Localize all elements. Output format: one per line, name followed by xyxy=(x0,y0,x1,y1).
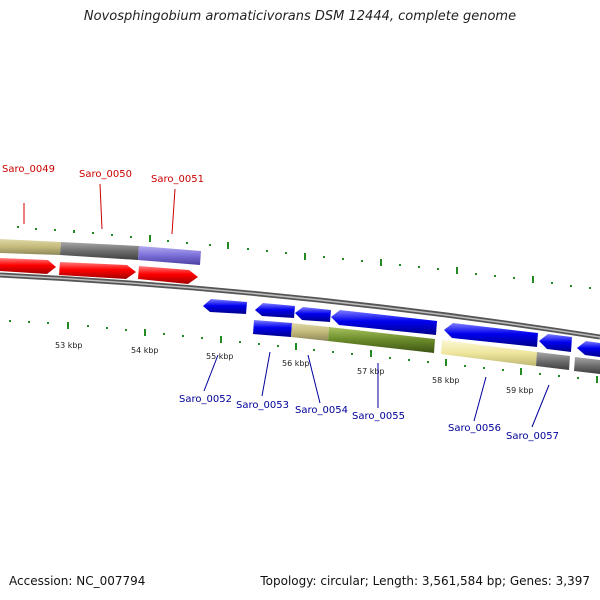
gene-block-olive[interactable] xyxy=(328,327,435,353)
forward-labels: Saro_0049 Saro_0050 Saro_0051 xyxy=(2,164,204,235)
gene-arrow-reverse-5[interactable] xyxy=(444,323,538,347)
kbp-label-58: 58 kbp xyxy=(432,376,460,385)
gene-block-blue[interactable] xyxy=(253,320,292,337)
gene-arrow-reverse-3[interactable] xyxy=(295,307,331,322)
gene-arrow-reverse-4[interactable] xyxy=(331,310,437,335)
gene-block-grey[interactable] xyxy=(60,242,139,260)
gene-block-purple[interactable] xyxy=(138,246,201,265)
gene-label-saro-0051[interactable]: Saro_0051 xyxy=(151,174,204,185)
gene-label-saro-0057[interactable]: Saro_0057 xyxy=(506,431,559,442)
kbp-label-55: 55 kbp xyxy=(206,352,234,361)
gene-label-saro-0053[interactable]: Saro_0053 xyxy=(236,400,289,411)
gene-label-saro-0056[interactable]: Saro_0056 xyxy=(448,423,501,434)
accession-label: Accession: NC_007794 xyxy=(9,574,146,588)
inner-tick-row xyxy=(9,320,598,383)
forward-gene-band xyxy=(0,239,201,265)
gene-arrow-reverse-2[interactable] xyxy=(255,303,295,318)
gene-arrow-reverse-7[interactable] xyxy=(577,341,600,357)
kbp-label-53: 53 kbp xyxy=(55,341,83,350)
gene-block-grey-3[interactable] xyxy=(574,357,600,374)
outer-tick-row xyxy=(17,226,591,289)
kbp-label-56: 56 kbp xyxy=(282,359,310,368)
gene-label-saro-0050[interactable]: Saro_0050 xyxy=(79,169,132,180)
genome-summary: Topology: circular; Length: 3,561,584 bp… xyxy=(260,574,590,588)
gene-label-saro-0049[interactable]: Saro_0049 xyxy=(2,164,55,175)
gene-arrow-saro-0051[interactable] xyxy=(138,266,198,284)
gene-label-saro-0052[interactable]: Saro_0052 xyxy=(179,394,232,405)
gene-arrow-saro-0050[interactable] xyxy=(59,262,136,279)
reverse-gene-band xyxy=(253,320,600,374)
reverse-labels: Saro_0052 Saro_0053 Saro_0054 Saro_0055 … xyxy=(179,351,559,442)
gene-arrow-reverse-1[interactable] xyxy=(203,299,247,314)
kbp-label-54: 54 kbp xyxy=(131,346,159,355)
reverse-arrows-upper xyxy=(203,299,600,357)
map-title: Novosphingobium aromaticivorans DSM 1244… xyxy=(83,9,517,24)
gene-block-tan-2[interactable] xyxy=(291,323,329,341)
gene-block-grey-2[interactable] xyxy=(536,352,570,370)
gene-label-saro-0054[interactable]: Saro_0054 xyxy=(295,405,348,416)
gene-label-saro-0055[interactable]: Saro_0055 xyxy=(352,411,405,422)
gene-block-tan[interactable] xyxy=(0,239,61,255)
kbp-label-57: 57 kbp xyxy=(357,367,385,376)
gene-arrow-reverse-6[interactable] xyxy=(539,334,572,352)
gene-arrow-saro-0049[interactable] xyxy=(0,258,56,274)
gene-block-pale[interactable] xyxy=(441,340,537,366)
kbp-label-59: 59 kbp xyxy=(506,386,534,395)
forward-arrows xyxy=(0,258,198,284)
